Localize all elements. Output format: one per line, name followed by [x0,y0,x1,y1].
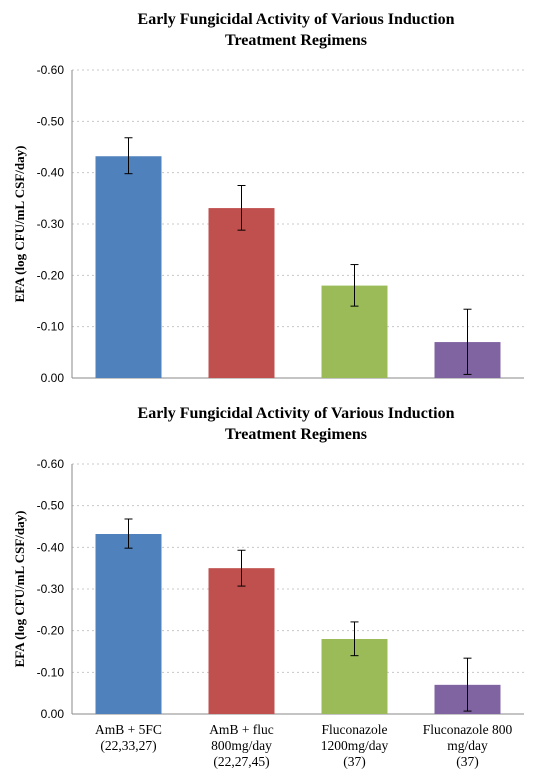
x-category-label: (37) [343,754,366,769]
x-category-label: 800mg/day [211,738,272,753]
x-category-label: (22,27,45) [213,754,269,769]
chart-1: Early Fungicidal Activity of Various Ind… [12,11,524,385]
x-category-label: (22,33,27) [100,738,156,753]
y-axis-label: EFA (log CFU/mL CSF/day) [12,146,27,303]
x-category-label: Fluconazole [322,722,388,737]
bar [95,156,162,378]
bar [95,534,162,714]
y-tick-label: -0.10 [37,665,65,679]
y-tick-label: -0.10 [37,320,65,334]
x-category-label: 1200mg/day [321,738,389,753]
y-tick-label: -0.30 [37,217,65,231]
y-tick-label: -0.50 [37,499,65,513]
y-tick-label: 0.00 [41,371,65,385]
y-tick-label: -0.60 [37,63,65,77]
y-axis-label: EFA (log CFU/mL CSF/day) [12,511,27,668]
x-category-label: Fluconazole 800 [423,722,513,737]
y-tick-label: -0.30 [37,582,65,596]
y-tick-label: -0.60 [37,457,65,471]
x-category-label: AmB + fluc [209,722,274,737]
y-tick-label: -0.40 [37,540,65,554]
chart-title-line: Treatment Regimens [225,32,367,49]
bar [208,208,275,378]
y-tick-label: -0.50 [37,114,65,128]
x-category-label: mg/day [447,738,488,753]
chart-title-line: Treatment Regimens [225,426,367,443]
chart-2: Early Fungicidal Activity of Various Ind… [12,405,524,769]
y-tick-label: -0.40 [37,166,65,180]
x-category-label: (37) [456,754,479,769]
chart-title-line: Early Fungicidal Activity of Various Ind… [138,405,455,422]
y-tick-label: 0.00 [41,707,65,721]
chart-title-line: Early Fungicidal Activity of Various Ind… [138,11,455,28]
y-tick-label: -0.20 [37,268,65,282]
x-category-label: AmB + 5FC [95,722,162,737]
bar [208,568,275,714]
y-tick-label: -0.20 [37,624,65,638]
